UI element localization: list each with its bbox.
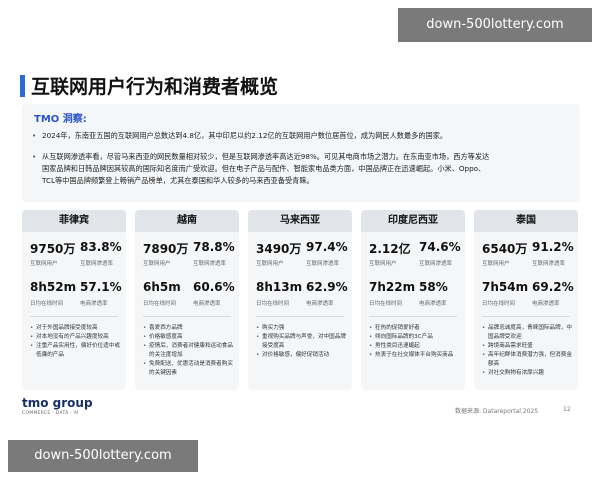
internet-users-value: 6540万 [482,242,528,256]
ecommerce-penetration-label: 电商渗透率 [193,301,221,307]
country-note: 高年纪群体消费潜力强，但消费金额高 [482,351,574,369]
data-source: 数据来源: Datareportal 2025 [455,408,539,415]
insight-bullet-2-line-2: 国家品牌和日韩品牌因其较高的国际知名度而广受欢迎。但在电子产品与配件、智能家电品… [42,164,486,173]
ecommerce-penetration-label: 电商渗透率 [306,301,334,307]
internet-penetration-label: 互联网渗透率 [193,261,227,267]
internet-penetration-label: 互联网渗透率 [80,261,114,267]
ecommerce-penetration-value: 69.2% [532,280,574,294]
country-card: 越南 7890万 78.8% 互联网用户 互联网渗透率 6h5m 60.6% 日均在线时间 电商… [135,210,239,390]
card-divider [482,316,570,317]
country-note: 喜爱西方品牌 [143,324,235,333]
internet-users-value: 2.12亿 [369,242,411,256]
online-time-label: 日均在线时间 [30,301,64,307]
page-title: 互联网用户行为和消费者概览 [31,76,279,98]
internet-penetration-value: 78.8% [193,240,235,254]
ecommerce-penetration-label: 电商渗透率 [419,301,447,307]
online-time-label: 日均在线时间 [482,301,516,307]
watermark-top: down-500lottery.com [398,8,592,42]
country-note: 价格敏感度高 [143,333,235,342]
country-note: 对于外国品牌接受度较高 [30,324,122,333]
country-note: 购买力强 [256,324,348,333]
internet-penetration-label: 互联网渗透率 [419,261,453,267]
online-time-value: 6h5m [143,280,181,294]
country-note: 免费配送、优惠活动是消费者购买的关键因素 [143,360,235,378]
internet-users-value: 7890万 [143,242,189,256]
country-note: 对价格敏感，偏好促销活动 [256,351,348,360]
country-name: 菲律宾 [22,210,126,232]
online-time-value: 8h52m [30,280,77,294]
online-time-label: 日均在线时间 [256,301,290,307]
online-time-value: 7h22m [369,280,416,294]
card-divider [143,316,231,317]
online-time-label: 日均在线时间 [369,301,403,307]
country-name: 泰国 [474,210,578,232]
country-note: 跨境商品需求旺盛 [482,342,574,351]
tmo-logo-tagline: COMMERCE · DATA · AI [22,411,79,416]
insight-bullet-1: • 2024年，东南亚五国的互联网用户总数达到4.8亿，其中印尼以约2.12亿的互… [32,130,572,142]
country-notes: 狂热的促销爱好者倾向国际品牌的3C产品男性类目迅速崛起热衷于在社交媒体平台购买商… [369,324,461,360]
page-number: 12 [563,406,571,413]
ecommerce-penetration-value: 58% [419,280,448,294]
country-card: 泰国 6540万 91.2% 互联网用户 互联网渗透率 7h54m 69.2% 日均在线时间 电… [474,210,578,390]
insight-bullet-2-line-3: TCL等中国品牌频繁登上畅销产品榜单，尤其在泰国和华人较多的马来西亚备受青睐。 [42,176,314,185]
internet-users-value: 9750万 [30,242,76,256]
watermark-bottom: down-500lottery.com [8,440,198,472]
internet-users-label: 互联网用户 [143,261,171,267]
bullet-dot-icon: • [32,131,37,140]
title-accent-bar [20,75,25,97]
country-notes: 购买力强重视购买品牌与声誉，对中国品牌接受度高对价格敏感，偏好促销活动 [256,324,348,360]
ecommerce-penetration-value: 60.6% [193,280,235,294]
ecommerce-penetration-label: 电商渗透率 [532,301,560,307]
country-note: 对社交购物有浓厚兴趣 [482,369,574,378]
country-card: 马来西亚 3490万 97.4% 互联网用户 互联网渗透率 8h13m 62.9% 日均在线时… [248,210,352,390]
internet-users-value: 3490万 [256,242,302,256]
bullet-dot-icon: • [32,152,37,161]
insight-bullet-2: • 从互联网渗透率看，尽管马来西亚的网民数量相对较少，但是互联网渗透率高达近98%… [32,151,572,187]
online-time-value: 8h13m [256,280,303,294]
insight-heading: TMO 洞察: [34,114,87,125]
internet-users-label: 互联网用户 [30,261,58,267]
country-notes: 品牌忠诚度高，青睐国际品牌，中国品牌受欢迎跨境商品需求旺盛高年纪群体消费潜力强，… [482,324,574,378]
country-name: 越南 [135,210,239,232]
country-note: 注重产品实用性，偏好价位适中或低廉的产品 [30,342,122,360]
country-name: 印度尼西亚 [361,210,465,232]
country-note: 重视购买品牌与声誉，对中国品牌接受度高 [256,333,348,351]
country-card: 菲律宾 9750万 83.8% 互联网用户 互联网渗透率 8h52m 57.1% 日均在线时间… [22,210,126,390]
internet-penetration-value: 97.4% [306,240,348,254]
ecommerce-penetration-value: 57.1% [80,280,122,294]
country-note: 对本地没有的产品兴趣度较高 [30,333,122,342]
internet-penetration-value: 74.6% [419,240,461,254]
country-note: 热衷于在社交媒体平台购买商品 [369,351,461,360]
country-notes: 喜爱西方品牌价格敏感度高疫情后，消费者对健康和运动食品的关注度增加免费配送、优惠… [143,324,235,378]
internet-users-label: 互联网用户 [256,261,284,267]
internet-users-label: 互联网用户 [482,261,510,267]
internet-users-label: 互联网用户 [369,261,397,267]
card-divider [369,316,457,317]
insight-bullet-1-text: 2024年，东南亚五国的互联网用户总数达到4.8亿，其中印尼以约2.12亿的互联… [42,131,448,140]
internet-penetration-value: 91.2% [532,240,574,254]
tmo-logo: tmo group [22,396,93,410]
country-note: 疫情后，消费者对健康和运动食品的关注度增加 [143,342,235,360]
online-time-value: 7h54m [482,280,529,294]
online-time-label: 日均在线时间 [143,301,177,307]
country-name: 马来西亚 [248,210,352,232]
card-divider [30,316,118,317]
ecommerce-penetration-label: 电商渗透率 [80,301,108,307]
country-note: 狂热的促销爱好者 [369,324,461,333]
country-note: 男性类目迅速崛起 [369,342,461,351]
card-divider [256,316,344,317]
country-note: 品牌忠诚度高，青睐国际品牌，中国品牌受欢迎 [482,324,574,342]
internet-penetration-label: 互联网渗透率 [306,261,340,267]
country-card: 印度尼西亚 2.12亿 74.6% 互联网用户 互联网渗透率 7h22m 58% 日均在线时间… [361,210,465,390]
country-note: 倾向国际品牌的3C产品 [369,333,461,342]
internet-penetration-value: 83.8% [80,240,122,254]
internet-penetration-label: 互联网渗透率 [532,261,566,267]
ecommerce-penetration-value: 62.9% [306,280,348,294]
country-notes: 对于外国品牌接受度较高对本地没有的产品兴趣度较高注重产品实用性，偏好价位适中或低… [30,324,122,360]
insight-bullet-2-line-1: 从互联网渗透率看，尽管马来西亚的网民数量相对较少，但是互联网渗透率高达近98%。… [42,152,490,161]
country-cards: 菲律宾 9750万 83.8% 互联网用户 互联网渗透率 8h52m 57.1% 日均在线时间… [22,210,580,390]
insight-box: TMO 洞察: • 2024年，东南亚五国的互联网用户总数达到4.8亿，其中印尼以… [22,104,580,202]
